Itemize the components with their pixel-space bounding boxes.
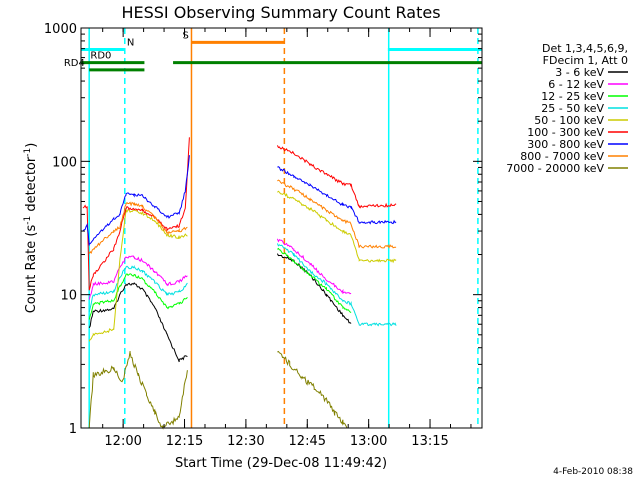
status-bar-code: S bbox=[182, 30, 188, 41]
axes: 12:00 12:15 12:30 12:45 13:00 13:15 1 10 100 1000 bbox=[44, 22, 482, 449]
series-line bbox=[276, 145, 397, 209]
series-line bbox=[82, 155, 190, 246]
x-tick-label: 13:15 bbox=[411, 434, 448, 449]
x-axis-label: Start Time (29-Dec-08 11:49:42) bbox=[175, 456, 387, 471]
series-line bbox=[277, 166, 397, 225]
legend: Det 1,3,4,5,6,9,FDecim 1, Att 03 - 6 keV… bbox=[506, 42, 628, 175]
legend-label: 7000 - 20000 keV bbox=[506, 162, 604, 175]
legend-label: 12 - 25 keV bbox=[541, 90, 604, 103]
plot-frame bbox=[80, 27, 483, 429]
legend-label: 25 - 50 keV bbox=[541, 102, 604, 115]
y-axis-label: Count Rate (s-1 detector-1) bbox=[23, 143, 39, 314]
y-tick-label: 1 bbox=[69, 422, 77, 437]
x-tick-label: 12:30 bbox=[227, 434, 264, 449]
x-tick-label: 12:15 bbox=[166, 434, 203, 449]
chart-title: HESSI Observing Summary Count Rates bbox=[121, 3, 440, 22]
series-line bbox=[277, 179, 397, 249]
series-line bbox=[276, 238, 352, 295]
legend-label: 3 - 6 keV bbox=[555, 66, 604, 79]
series-line bbox=[88, 201, 188, 254]
series-line bbox=[276, 253, 352, 324]
x-tick-label: 12:45 bbox=[289, 434, 326, 449]
legend-label: 6 - 12 keV bbox=[548, 78, 604, 91]
status-bar-code: N bbox=[127, 37, 134, 48]
series-line bbox=[277, 190, 397, 264]
legend-header: FDecim 1, Att 0 bbox=[543, 54, 628, 67]
x-tick-label: 12:00 bbox=[104, 434, 141, 449]
legend-label: 800 - 7000 keV bbox=[520, 150, 604, 163]
series-line bbox=[88, 265, 188, 313]
series-line bbox=[88, 255, 188, 300]
series-line bbox=[88, 208, 188, 342]
y-tick-label: 10 bbox=[60, 289, 77, 304]
y-tick-label: 1000 bbox=[44, 22, 77, 37]
legend-label: 50 - 100 keV bbox=[534, 114, 604, 127]
y-tick-label: 100 bbox=[52, 155, 77, 170]
footer-timestamp: 4-Feb-2010 08:38 bbox=[553, 467, 633, 477]
x-tick-label: 13:00 bbox=[350, 434, 387, 449]
series-line bbox=[276, 243, 397, 327]
series-line bbox=[88, 351, 188, 430]
legend-header: Det 1,3,4,5,6,9, bbox=[542, 42, 628, 55]
plot-area: N RD0 RD4 S bbox=[64, 28, 482, 430]
status-bar-code: RD4 bbox=[64, 58, 85, 69]
status-bar-code: RD0 bbox=[90, 51, 111, 62]
series-line bbox=[88, 273, 188, 320]
legend-label: 100 - 300 keV bbox=[527, 126, 604, 139]
series-line bbox=[277, 350, 348, 429]
legend-label: 300 - 800 keV bbox=[527, 138, 604, 151]
series-line bbox=[88, 282, 188, 363]
series-line bbox=[82, 137, 190, 291]
series-line bbox=[277, 247, 352, 313]
